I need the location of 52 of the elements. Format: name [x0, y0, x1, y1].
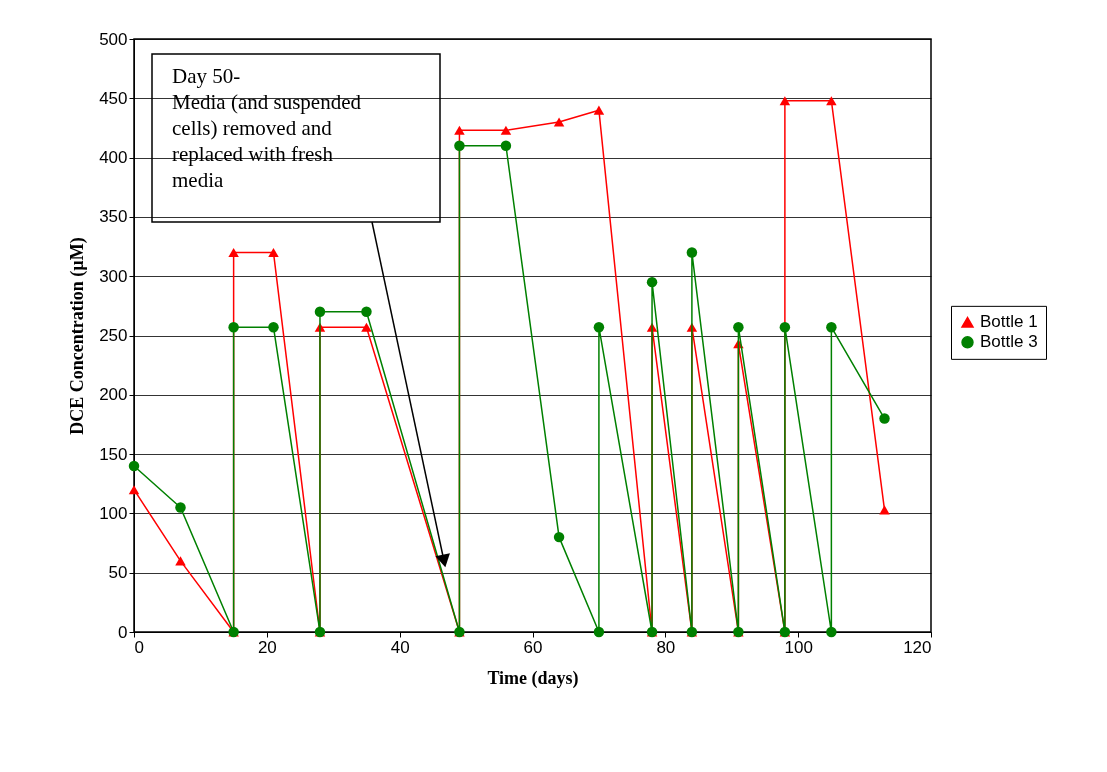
point [268, 247, 279, 258]
y-tick-label: 100 [99, 503, 128, 523]
point [268, 321, 279, 333]
point [733, 321, 744, 333]
x-tick-label: 0 [134, 637, 144, 657]
x-tick-label: 120 [903, 637, 932, 657]
x-tick-label: 60 [523, 637, 543, 657]
y-tick-label: 150 [99, 444, 128, 464]
point [553, 117, 565, 127]
x-tick-label: 40 [390, 637, 410, 657]
point [593, 626, 605, 638]
point [128, 460, 140, 472]
legend-label: Bottle 1 [980, 312, 1038, 332]
point [500, 125, 512, 135]
point [826, 626, 837, 638]
y-tick-label: 200 [99, 385, 128, 405]
x-tick-label: 100 [784, 637, 813, 657]
y-tick-label: 450 [99, 88, 128, 108]
point [593, 105, 605, 115]
x-tick-label: 20 [257, 637, 277, 657]
y-tick-label: 400 [99, 148, 128, 168]
point [175, 502, 186, 513]
point [553, 531, 565, 543]
point [175, 556, 186, 566]
point [826, 96, 837, 106]
point [779, 96, 791, 106]
y-axis-title: DCE Concentration (µM) [67, 237, 89, 435]
point [879, 505, 890, 515]
point [826, 321, 837, 333]
point [228, 247, 239, 258]
point [361, 306, 372, 318]
y-tick-label: 250 [99, 326, 128, 345]
point [686, 247, 698, 258]
point [646, 276, 658, 288]
y-tick-label: 350 [99, 207, 128, 227]
legend-label: Bottle 3 [980, 332, 1038, 352]
y-tick-label: 50 [108, 563, 128, 583]
point [593, 321, 605, 333]
point [314, 306, 326, 318]
y-tick-label: 300 [99, 266, 128, 286]
y-tick-label: 500 [99, 29, 128, 49]
point [779, 321, 791, 333]
point [128, 485, 140, 495]
y-tick-label: 0 [118, 622, 128, 642]
x-tick-label: 80 [656, 637, 676, 657]
point [361, 322, 372, 332]
point [454, 125, 465, 135]
point [228, 321, 239, 333]
point [879, 413, 890, 424]
x-axis-title: Time (days) [487, 667, 579, 689]
point [454, 140, 465, 151]
point [500, 140, 512, 151]
